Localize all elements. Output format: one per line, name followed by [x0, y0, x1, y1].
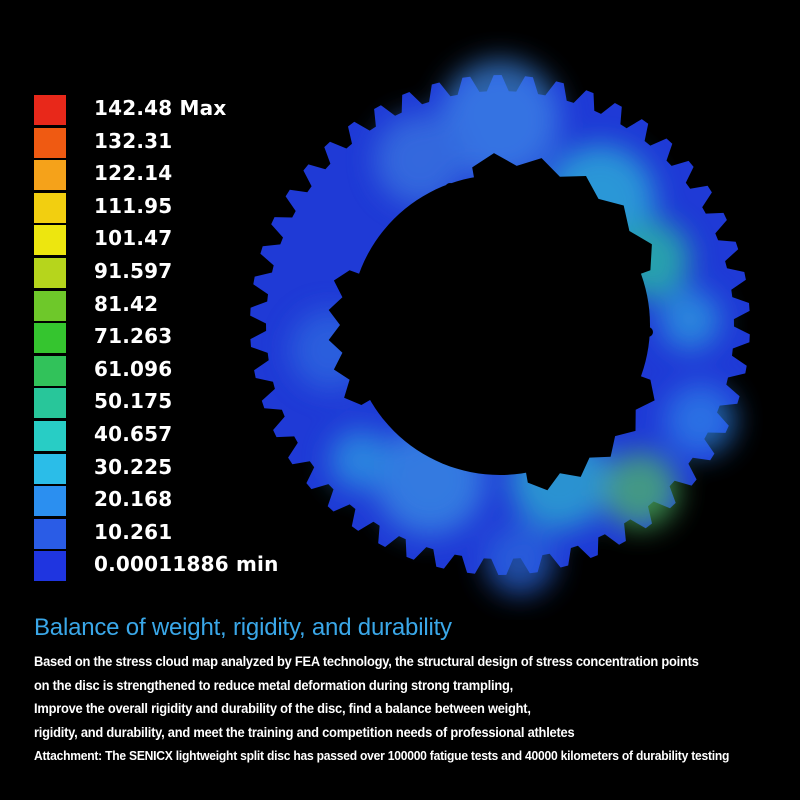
description-line-2: on the disc is strengthened to reduce me…	[34, 676, 513, 693]
legend-item: 10.261	[34, 518, 334, 549]
legend-item: 122.14	[34, 160, 334, 191]
legend-swatch	[34, 127, 66, 158]
legend-item: 132.31	[34, 127, 334, 158]
legend-swatch	[34, 323, 66, 354]
description-line-3: Improve the overall rigidity and durabil…	[34, 700, 531, 716]
legend-label: 142.48 Max	[94, 96, 227, 120]
legend-label: 20.168	[94, 487, 173, 512]
legend-item: 111.95	[34, 192, 334, 223]
attachment-note: Attachment: The SENICX lightweight split…	[34, 748, 730, 763]
legend-swatch	[34, 95, 66, 125]
bolt-hole	[643, 327, 653, 337]
legend-item: 30.225	[34, 453, 334, 484]
legend-label: 61.096	[94, 356, 173, 381]
legend-item: 50.175	[34, 388, 334, 419]
legend-swatch	[34, 160, 66, 191]
legend-item: 20.168	[34, 486, 334, 517]
legend-item: 142.48 Max	[34, 95, 334, 125]
inner-tooth-cutout	[328, 270, 372, 405]
legend-swatch	[34, 225, 66, 256]
legend-label: 30.225	[94, 454, 173, 479]
legend-label: 81.42	[94, 291, 159, 316]
bolt-hole	[543, 463, 553, 473]
legend-swatch	[34, 192, 66, 223]
legend-swatch	[34, 258, 66, 288]
legend-swatch	[34, 518, 66, 549]
legend-label: 50.175	[94, 389, 173, 414]
bolt-hole	[445, 183, 455, 193]
legend-swatch	[34, 355, 66, 386]
legend-swatch	[34, 551, 66, 582]
legend-label: 40.657	[94, 422, 173, 446]
legend-swatch	[34, 388, 66, 419]
headline: Balance of weight, rigidity, and durabil…	[34, 614, 452, 641]
inner-tooth-cutout	[525, 375, 655, 491]
chainring-stress-map	[250, 60, 750, 595]
legend-item: 0.00011886 min	[34, 551, 334, 582]
description: Based on the stress cloud map analyzed b…	[34, 650, 794, 768]
bolt-hole	[345, 322, 355, 332]
legend-item: 91.597	[34, 258, 334, 288]
legend-label: 91.597	[94, 259, 173, 283]
legend-label: 101.47	[94, 226, 173, 251]
description-line-1: Based on the stress cloud map analyzed b…	[34, 653, 699, 669]
legend-item: 71.263	[34, 323, 334, 354]
legend-label: 10.261	[94, 519, 173, 544]
chainring-center-opening	[350, 175, 650, 475]
description-line-4: rigidity, and durability, and meet the t…	[34, 723, 575, 740]
legend-label: 0.00011886 min	[94, 552, 279, 577]
legend-label: 122.14	[94, 161, 173, 186]
legend-label: 111.95	[94, 193, 173, 218]
legend-item: 40.657	[34, 421, 334, 451]
legend-label: 132.31	[94, 128, 173, 153]
legend-item: 81.42	[34, 290, 334, 321]
legend-swatch	[34, 290, 66, 321]
legend-item: 101.47	[34, 225, 334, 256]
legend-label: 71.263	[94, 324, 173, 349]
legend-swatch	[34, 453, 66, 484]
legend-item: 61.096	[34, 355, 334, 386]
inner-tooth-cutout	[472, 153, 652, 275]
legend-swatch	[34, 421, 66, 451]
legend-swatch	[34, 486, 66, 517]
